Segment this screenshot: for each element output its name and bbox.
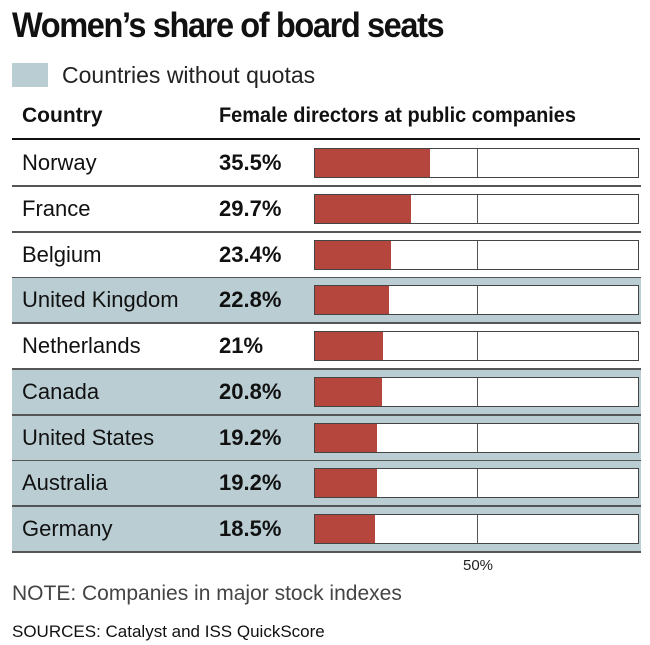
- bar: [315, 149, 430, 177]
- midpoint-gridline: [477, 194, 478, 223]
- legend-swatch: [12, 63, 48, 87]
- midpoint-gridline: [477, 286, 478, 315]
- value-label: 20.8%: [219, 378, 282, 404]
- bar: [315, 194, 411, 223]
- value-label: 19.2%: [219, 470, 282, 496]
- chart-sources: SOURCES: Catalyst and ISS QuickScore: [12, 622, 325, 641]
- country-label: France: [22, 195, 91, 221]
- chart-row: Germany 18.5%: [12, 507, 641, 553]
- legend-label: Countries without quotas: [62, 61, 316, 88]
- country-label: Norway: [22, 150, 97, 175]
- bar: [315, 377, 383, 406]
- value-label: 29.7%: [219, 195, 282, 221]
- midpoint-gridline: [477, 423, 478, 452]
- country-label: United Kingdom: [22, 287, 179, 313]
- bar: [315, 240, 391, 269]
- chart-row: Norway 35.5%: [12, 141, 641, 187]
- bar: [315, 332, 383, 360]
- chart-row: France 29.7%: [12, 186, 641, 233]
- country-label: United States: [22, 424, 155, 450]
- bar-track: [314, 422, 639, 453]
- midpoint-gridline: [477, 377, 478, 406]
- chart-rows: Norway 35.5% France 29.7% Belgium 23.4% United…: [12, 141, 641, 553]
- column-header-country: Country: [22, 104, 103, 127]
- axis-tick-label: 50%: [462, 557, 494, 574]
- legend: Countries without quotas: [12, 60, 315, 90]
- bar: [315, 423, 378, 452]
- midpoint-gridline: [477, 240, 478, 269]
- midpoint-gridline: [477, 149, 478, 177]
- bar-track: [314, 193, 639, 224]
- value-label: 21%: [219, 333, 264, 358]
- chart-note: NOTE: Companies in major stock indexes: [12, 582, 402, 605]
- header-divider: [12, 138, 640, 140]
- bar-track: [314, 148, 639, 178]
- bar: [315, 515, 375, 543]
- country-label: Germany: [22, 516, 113, 541]
- country-label: Australia: [22, 470, 108, 496]
- chart-title: Women’s share of board seats: [12, 6, 445, 45]
- bar: [315, 286, 389, 315]
- value-label: 18.5%: [219, 516, 282, 541]
- chart-row: Belgium 23.4%: [12, 232, 641, 279]
- bar-track: [314, 285, 639, 316]
- chart-row: United States 19.2%: [12, 415, 641, 462]
- midpoint-gridline: [477, 332, 478, 360]
- bar-track: [314, 468, 639, 499]
- value-label: 23.4%: [219, 241, 282, 267]
- country-label: Canada: [22, 378, 100, 404]
- bar-track: [314, 376, 639, 407]
- chart-row: Australia 19.2%: [12, 461, 641, 507]
- country-label: Belgium: [22, 241, 102, 267]
- column-header-value: Female directors at public companies: [219, 104, 577, 127]
- chart-row: United Kingdom 22.8%: [12, 278, 641, 324]
- value-label: 22.8%: [219, 287, 282, 313]
- chart-row: Canada 20.8%: [12, 369, 641, 416]
- bar-track: [314, 331, 639, 361]
- midpoint-gridline: [477, 469, 478, 498]
- bar-track: [314, 239, 639, 270]
- bar-track: [314, 514, 639, 544]
- column-headers: Country Female directors at public compa…: [0, 104, 650, 136]
- bar: [315, 469, 378, 498]
- value-label: 35.5%: [219, 150, 282, 175]
- value-label: 19.2%: [219, 424, 282, 450]
- midpoint-gridline: [477, 515, 478, 543]
- country-label: Netherlands: [22, 333, 141, 358]
- chart-row: Netherlands 21%: [12, 324, 641, 370]
